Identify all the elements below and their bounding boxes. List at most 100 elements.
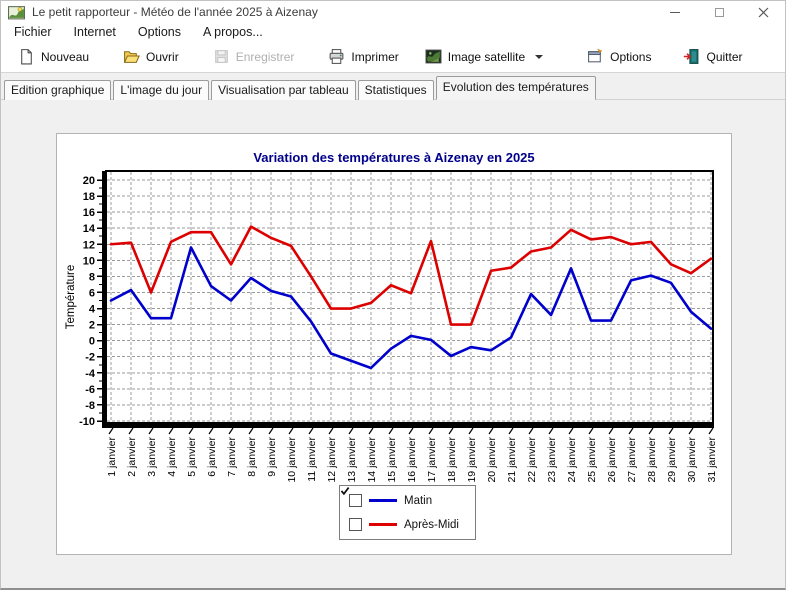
svg-text:10 janvier: 10 janvier <box>286 437 298 483</box>
svg-text:3 janvier: 3 janvier <box>146 437 158 477</box>
options-label: Options <box>610 49 652 64</box>
quitter-label: Quitter <box>706 49 743 64</box>
tab-statistiques[interactable]: Statistiques <box>357 80 434 100</box>
nouveau-label: Nouveau <box>41 49 90 64</box>
svg-text:11 janvier: 11 janvier <box>306 436 318 481</box>
svg-text:-8: -8 <box>85 400 95 412</box>
tab-l-image-du-jour[interactable]: L'image du jour <box>113 80 210 100</box>
app-icon <box>8 4 25 21</box>
quitter-button[interactable]: Quitter <box>676 44 749 69</box>
svg-text:12 janvier: 12 janvier <box>326 437 338 483</box>
chart-legend: Matin Après-Midi <box>339 485 476 540</box>
svg-text:8 janvier: 8 janvier <box>246 437 258 477</box>
enregistrer-button: Enregistrer <box>206 44 302 69</box>
window-controls <box>653 1 785 23</box>
chevron-down-icon[interactable] <box>535 54 544 59</box>
window-title: Le petit rapporteur - Météo de l'année 2… <box>32 5 318 19</box>
svg-text:15 janvier: 15 janvier <box>386 437 398 483</box>
options-dialog-icon <box>587 48 604 65</box>
svg-text:Température: Température <box>65 265 77 330</box>
svg-text:13 janvier: 13 janvier <box>346 437 358 483</box>
svg-text:4: 4 <box>89 304 96 316</box>
legend-row-matin: Matin <box>340 487 466 508</box>
svg-text:18 janvier: 18 janvier <box>446 437 458 483</box>
menu-item-internet[interactable]: Internet <box>73 25 116 39</box>
legend-line-sample <box>369 499 397 502</box>
svg-text:0: 0 <box>89 336 95 348</box>
svg-text:17 janvier: 17 janvier <box>426 437 438 483</box>
image-satellite-button[interactable]: Image satellite <box>418 44 550 69</box>
close-button[interactable] <box>741 1 785 23</box>
svg-text:8: 8 <box>89 271 95 283</box>
svg-text:27 janvier: 27 janvier <box>626 437 638 483</box>
menu-item-a-propos[interactable]: A propos... <box>203 25 263 39</box>
svg-text:14: 14 <box>83 223 96 235</box>
chart-title: Variation des températures à Aizenay en … <box>253 150 535 165</box>
maximize-icon <box>714 7 724 17</box>
svg-text:12: 12 <box>83 239 95 251</box>
svg-text:28 janvier: 28 janvier <box>646 437 658 483</box>
image-satellite-label: Image satellite <box>447 49 526 64</box>
legend-row-apres-midi: Après-Midi <box>340 487 466 532</box>
title-bar: Le petit rapporteur - Météo de l'année 2… <box>1 1 785 23</box>
svg-text:19 janvier: 19 janvier <box>466 437 478 483</box>
tab-visualisation-par-tableau[interactable]: Visualisation par tableau <box>211 80 356 100</box>
satellite-image-icon <box>425 48 442 65</box>
svg-text:-6: -6 <box>85 384 95 396</box>
svg-text:1 janvier: 1 janvier <box>106 437 118 477</box>
svg-text:31 janvier: 31 janvier <box>706 437 718 483</box>
imprimer-label: Imprimer <box>351 49 399 64</box>
printer-icon <box>328 48 345 65</box>
menu-item-options[interactable]: Options <box>137 25 181 39</box>
svg-text:2 janvier: 2 janvier <box>126 437 138 477</box>
maximize-button[interactable] <box>697 1 741 23</box>
svg-text:4 janvier: 4 janvier <box>166 437 178 477</box>
tab-bar: Edition graphique L'image du jour Visualis… <box>1 73 785 100</box>
minimize-button[interactable] <box>653 1 697 23</box>
svg-text:-2: -2 <box>85 352 95 364</box>
close-icon <box>758 7 769 18</box>
svg-text:25 janvier: 25 janvier <box>586 437 598 483</box>
options-button[interactable]: Options <box>580 44 658 69</box>
menu-bar: Fichier Internet Options A propos... <box>1 23 785 41</box>
legend-checkbox-matin[interactable] <box>340 487 362 507</box>
svg-text:6 janvier: 6 janvier <box>206 437 218 477</box>
svg-text:7 janvier: 7 janvier <box>226 437 238 477</box>
svg-text:6: 6 <box>89 287 95 299</box>
svg-text:29 janvier: 29 janvier <box>666 437 678 483</box>
svg-text:5 janvier: 5 janvier <box>186 437 198 477</box>
svg-text:22 janvier: 22 janvier <box>526 437 538 483</box>
exit-door-icon <box>683 48 700 65</box>
new-document-icon <box>18 48 35 65</box>
ouvrir-label: Ouvrir <box>146 49 179 64</box>
minimize-icon <box>670 11 680 13</box>
legend-label: Après-Midi <box>404 518 459 531</box>
svg-text:30 janvier: 30 janvier <box>686 437 698 483</box>
svg-text:18: 18 <box>83 191 95 203</box>
svg-text:10: 10 <box>83 255 95 267</box>
svg-text:21 janvier: 21 janvier <box>506 437 518 483</box>
tab-evolution-des-temperatures[interactable]: Evolution des températures <box>435 76 596 100</box>
svg-text:-4: -4 <box>85 368 96 380</box>
svg-text:2: 2 <box>89 320 95 332</box>
ouvrir-button[interactable]: Ouvrir <box>116 44 186 69</box>
legend-checkbox-apres-midi[interactable] <box>340 487 362 531</box>
tab-edition-graphique[interactable]: Edition graphique <box>4 80 112 100</box>
imprimer-button[interactable]: Imprimer <box>321 44 405 69</box>
svg-text:20: 20 <box>83 175 95 187</box>
svg-text:16: 16 <box>83 207 95 219</box>
svg-text:14 janvier: 14 janvier <box>366 437 378 483</box>
svg-text:23 janvier: 23 janvier <box>546 437 558 483</box>
svg-text:24 janvier: 24 janvier <box>566 437 578 483</box>
legend-line-sample <box>369 523 397 526</box>
menu-item-fichier[interactable]: Fichier <box>14 25 52 39</box>
content-area: Variation des températures à Aizenay en … <box>1 100 785 588</box>
save-floppy-icon <box>213 48 230 65</box>
nouveau-button[interactable]: Nouveau <box>11 44 96 69</box>
enregistrer-label: Enregistrer <box>235 49 295 64</box>
chart-panel: Variation des températures à Aizenay en … <box>56 133 732 555</box>
toolbar: Nouveau Ouvrir Enregistrer Imprimer Image sa… <box>1 41 785 73</box>
svg-text:16 janvier: 16 janvier <box>406 437 418 483</box>
